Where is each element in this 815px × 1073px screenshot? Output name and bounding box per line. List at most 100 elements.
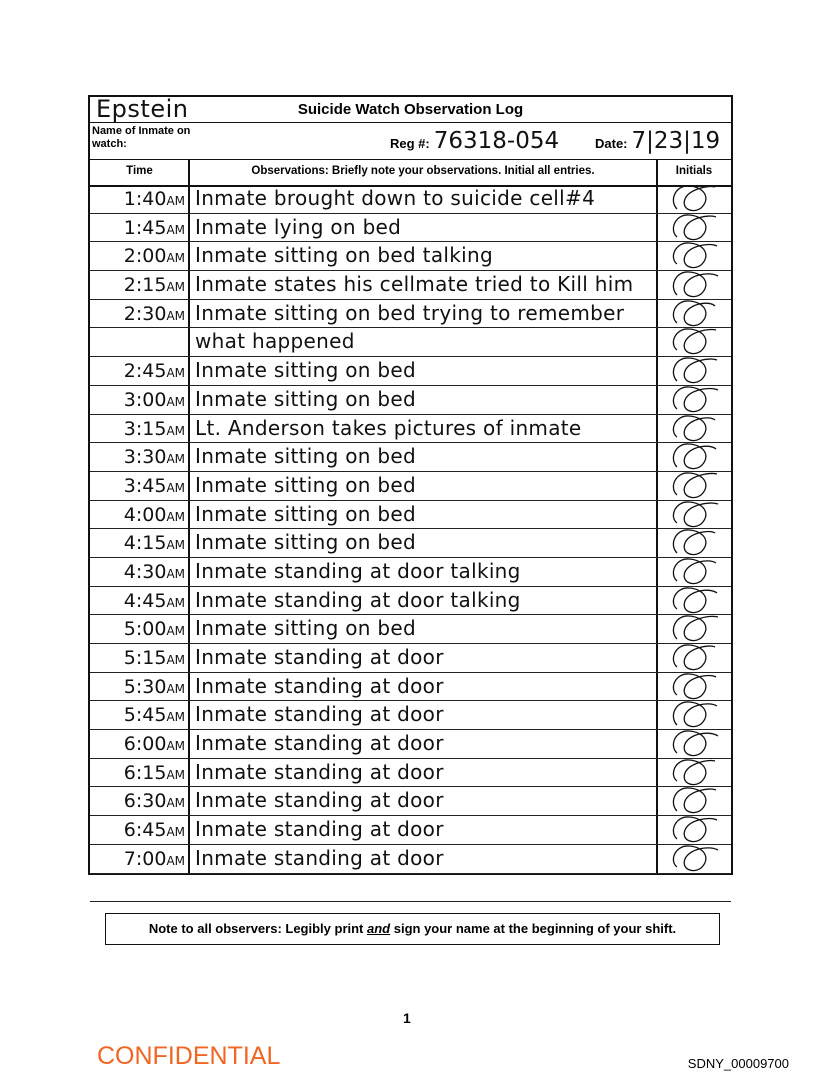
entry-observation: Inmate sitting on bed trying to remember [195,300,625,325]
entry-observation: Lt. Anderson takes pictures of inmate [195,415,582,440]
initials-signature [672,414,716,441]
table-row: 1:40AM Inmate brought down to suicide ce… [90,185,731,214]
date-field: Date: 7|23|19 [595,128,720,154]
table-row: 5:45AM Inmate standing at door [90,701,731,731]
table-row: 4:30AM Inmate standing at door talking [90,558,731,587]
initials-signature [672,730,719,757]
entry-observation: Inmate sitting on bed [195,358,417,383]
initials-signature [672,673,717,699]
divider [188,159,190,873]
table-row: 5:00AM Inmate sitting on bed [90,615,731,644]
table-row: 6:30AM Inmate standing at door [90,787,731,817]
entry-observation: Inmate sitting on bed [195,386,417,411]
name-label: Name of Inmate on watch: [92,125,191,150]
table-row: 3:45AM Inmate sitting on bed [90,472,731,501]
initials-signature [672,242,718,269]
initials-signature [672,443,717,470]
entry-observation: Inmate standing at door talking [195,587,521,612]
table-row: 4:00AM Inmate sitting on bed [90,500,731,530]
entry-observation: Inmate states his cellmate tried to Kill… [195,272,634,297]
initials-signature [672,500,719,527]
table-row [90,874,731,903]
bates-number: SDNY_00009700 [687,1056,789,1071]
entry-observation: Inmate standing at door [195,817,444,842]
entry-observation: Inmate standing at door [195,673,444,698]
entry-time: 6:30AM [123,790,185,813]
entry-time: 6:00AM [123,733,185,756]
entry-observation: Inmate standing at door [195,788,444,813]
table-row: 3:00AM Inmate sitting on bed [90,386,731,415]
entry-observation: Inmate sitting on bed [195,501,417,526]
initials-signature [672,759,716,785]
entry-time: 4:15AM [123,532,185,555]
entry-time: 3:15AM [123,417,185,440]
initials-signature [672,558,717,585]
entry-time: 5:00AM [123,618,185,641]
table-row: 3:15AM Lt. Anderson takes pictures of in… [90,414,731,444]
initials-signature [672,586,718,613]
initials-signature [672,787,717,814]
table-row: 2:15AM Inmate states his cellmate tried … [90,271,731,300]
entry-time: 3:00AM [123,388,185,411]
title-row: Epstein Suicide Watch Observation Log [90,95,731,123]
initials-signature [672,845,719,871]
entry-time: 3:45AM [123,474,185,497]
form-title: Suicide Watch Observation Log [297,101,524,118]
entry-time: 2:30AM [123,302,185,325]
reg-label: Reg #: [390,136,430,151]
date-label: Date: [595,136,628,151]
initials-signature [672,529,716,556]
initials-signature [672,185,716,212]
confidential-stamp: CONFIDENTIAL [97,1042,281,1070]
inmate-name: Epstein [96,95,189,123]
entry-time: 4:45AM [123,589,185,612]
col-time: Time [126,165,153,177]
initials-signature [672,644,716,671]
col-observations: Observations: Briefly note your observat… [251,165,595,177]
entry-time: 4:00AM [123,503,185,526]
initials-signature [672,386,719,412]
table-row: 2:30AM Inmate sitting on bed trying to r… [90,300,731,329]
table-row: 5:15AM Inmate standing at door [90,644,731,673]
page-number: 1 [403,1010,411,1026]
entry-time: 2:45AM [123,360,185,383]
entry-observation: Inmate sitting on bed talking [195,243,493,268]
entry-observation: Inmate sitting on bed [195,472,417,497]
entry-time: 2:15AM [123,274,185,297]
entry-observation: Inmate lying on bed [195,214,402,239]
initials-signature [672,816,718,843]
table-row: 6:45AM Inmate standing at door [90,816,731,845]
initials-signature [672,357,718,384]
entry-time: 6:15AM [123,761,185,784]
observation-log-form: Epstein Suicide Watch Observation Log Na… [88,95,733,903]
note-text: sign your name at the beginning of your … [390,921,677,936]
table-row: 2:45AM Inmate sitting on bed [90,357,731,386]
entry-time: 7:00AM [123,847,185,870]
entry-observation: Inmate sitting on bed [195,530,417,555]
note-text: Note to all observers: Legibly print [148,921,367,936]
initials-signature [672,701,718,728]
table-row: 6:00AM Inmate standing at door [90,730,731,759]
entry-observation: Inmate brought down to suicide cell#4 [195,186,596,210]
entry-time: 3:30AM [123,446,185,469]
initials-signature [672,300,716,326]
date-value: 7|23|19 [631,128,721,154]
log-entries: 1:40AM Inmate brought down to suicide ce… [90,185,731,903]
column-header-row: Time Observations: Briefly note your obs… [90,159,731,187]
entry-time: 1:45AM [123,216,185,239]
initials-signature [672,271,719,298]
initials-signature [672,214,717,240]
table-row: 2:00AM Inmate sitting on bed talking [90,242,731,272]
entry-observation: Inmate standing at door talking [195,558,521,583]
entry-observation: Inmate standing at door [195,759,444,784]
col-initials: Initials [675,165,713,177]
table-row: 4:15AM Inmate sitting on bed [90,529,731,558]
entry-observation: Inmate sitting on bed [195,444,417,469]
observer-note: Note to all observers: Legibly print and… [105,913,720,945]
table-row: what happened [90,328,731,358]
table-row: 7:00AM Inmate standing at door [90,845,731,874]
table-row: 5:30AM Inmate standing at door [90,673,731,702]
initials-signature [672,472,718,499]
initials-signature [672,328,717,355]
